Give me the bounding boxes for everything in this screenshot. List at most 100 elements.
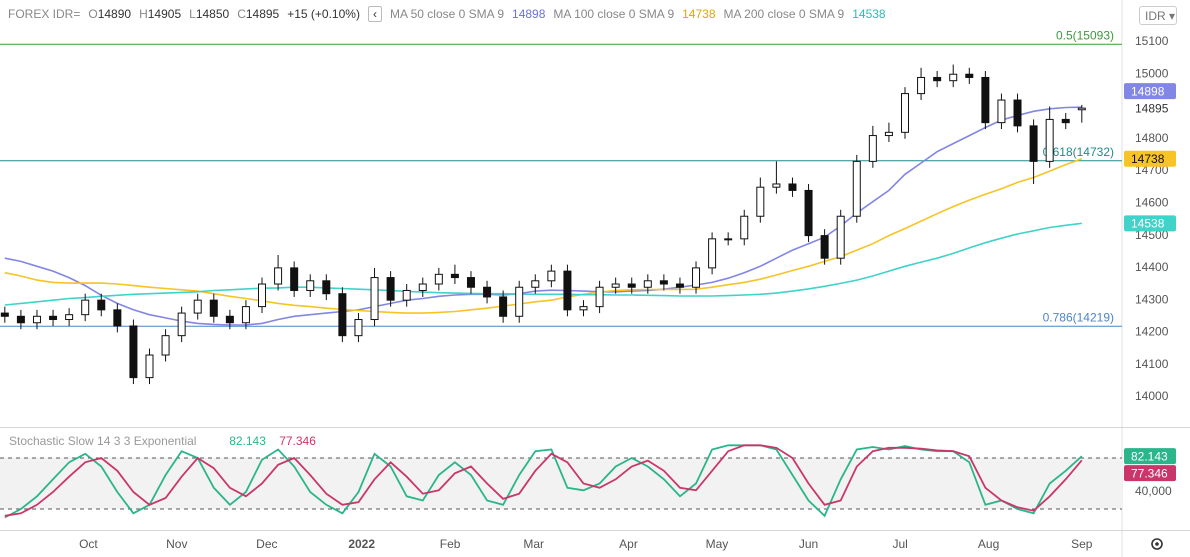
candle xyxy=(16,309,25,330)
indicator-value: 82.143 xyxy=(229,434,266,448)
candle-body xyxy=(852,160,861,217)
candle-body xyxy=(708,238,717,269)
settings-icon[interactable] xyxy=(1151,538,1163,550)
indicator-badge xyxy=(1124,465,1176,482)
candle-body xyxy=(49,315,58,321)
x-tick-label: Oct xyxy=(79,537,98,551)
y-tick-label: 14200 xyxy=(1135,325,1169,339)
candle xyxy=(933,71,942,88)
candle-body xyxy=(692,267,701,288)
candle xyxy=(450,264,459,285)
x-tick-label: Mar xyxy=(523,537,544,551)
candle xyxy=(563,264,572,317)
candle xyxy=(627,277,636,294)
indicator-badge-label: 77.346 xyxy=(1131,466,1168,480)
candle-body xyxy=(225,315,234,324)
candle xyxy=(965,67,974,84)
candle xyxy=(531,274,540,294)
candle-body xyxy=(177,312,186,337)
candle xyxy=(129,319,138,385)
candle xyxy=(177,306,186,343)
candle-body xyxy=(1045,118,1054,162)
x-tick-label: 2022 xyxy=(348,537,375,551)
candle-body xyxy=(129,325,138,379)
candle-body xyxy=(949,73,958,82)
candle-body xyxy=(306,280,315,291)
candle xyxy=(868,125,877,168)
candle-body xyxy=(579,306,588,311)
candle-body xyxy=(547,270,556,282)
candle xyxy=(49,309,58,326)
x-tick-label: Aug xyxy=(978,537,999,551)
candle xyxy=(434,267,443,291)
candle-body xyxy=(193,299,202,314)
value: 14905 xyxy=(147,7,182,21)
candle-body xyxy=(756,186,765,217)
level-label-bg xyxy=(1046,29,1118,43)
currency-dropdown[interactable]: IDR ▾ xyxy=(1139,6,1177,25)
legend-header: FOREX IDR= O 14890 H 14905 L 14850 C 14895 +… xyxy=(8,6,886,22)
y-tick-label: 15000 xyxy=(1135,66,1169,80)
candle-body xyxy=(772,183,781,188)
candle xyxy=(113,303,122,333)
candle xyxy=(322,274,331,301)
band-fill xyxy=(0,458,1122,510)
candle xyxy=(402,284,411,307)
candle xyxy=(65,308,74,326)
candle xyxy=(852,154,861,223)
y-tick-label: 14300 xyxy=(1135,292,1169,306)
candle xyxy=(1077,104,1086,123)
candle-body xyxy=(1013,99,1022,127)
price-badge xyxy=(1124,83,1176,100)
candle-body xyxy=(515,286,524,317)
candle-body xyxy=(965,73,974,78)
candle xyxy=(418,277,427,297)
candle-body xyxy=(65,314,74,321)
collapse-button[interactable]: ‹ xyxy=(367,6,382,22)
candle-body xyxy=(884,131,893,137)
x-tick-label: Feb xyxy=(440,537,461,551)
candle xyxy=(225,309,234,330)
moving-average-line xyxy=(4,158,1083,314)
candle xyxy=(917,67,926,101)
x-tick-label: Apr xyxy=(619,537,638,551)
label: L xyxy=(189,7,196,21)
x-tick-label: Jul xyxy=(893,537,908,551)
candle-body xyxy=(402,289,411,301)
legend-entry: MA 100 close 0 SMA 9 xyxy=(553,7,675,21)
candle xyxy=(97,293,106,317)
candle-body xyxy=(97,299,106,311)
candle-body xyxy=(836,215,845,259)
candle xyxy=(81,293,90,322)
candle xyxy=(1045,106,1054,168)
candle-body xyxy=(209,299,218,317)
candle-body xyxy=(820,235,829,259)
candle xyxy=(740,209,749,246)
candle-body xyxy=(386,277,395,301)
candle xyxy=(0,306,9,323)
candle xyxy=(788,177,797,197)
candle-body xyxy=(900,93,909,133)
moving-average-line xyxy=(4,222,1082,306)
candle-body xyxy=(241,306,250,324)
candle xyxy=(290,261,299,297)
x-tick-label: Dec xyxy=(256,537,277,551)
candle xyxy=(258,277,267,314)
candle xyxy=(692,261,701,294)
candle-body xyxy=(290,267,299,291)
candle xyxy=(547,264,556,288)
candle-body xyxy=(145,354,154,379)
y-tick-label: 14100 xyxy=(1135,357,1169,371)
candle-body xyxy=(740,215,749,240)
y-tick-label: 14400 xyxy=(1135,260,1169,274)
candle xyxy=(1029,119,1038,184)
candle xyxy=(354,313,363,343)
candle-body xyxy=(675,283,684,288)
candle xyxy=(611,277,620,294)
candle xyxy=(466,271,475,294)
candle-body xyxy=(322,280,331,295)
candle xyxy=(1013,93,1022,133)
candle xyxy=(595,280,604,314)
candle-body xyxy=(418,283,427,291)
candle xyxy=(193,293,202,320)
